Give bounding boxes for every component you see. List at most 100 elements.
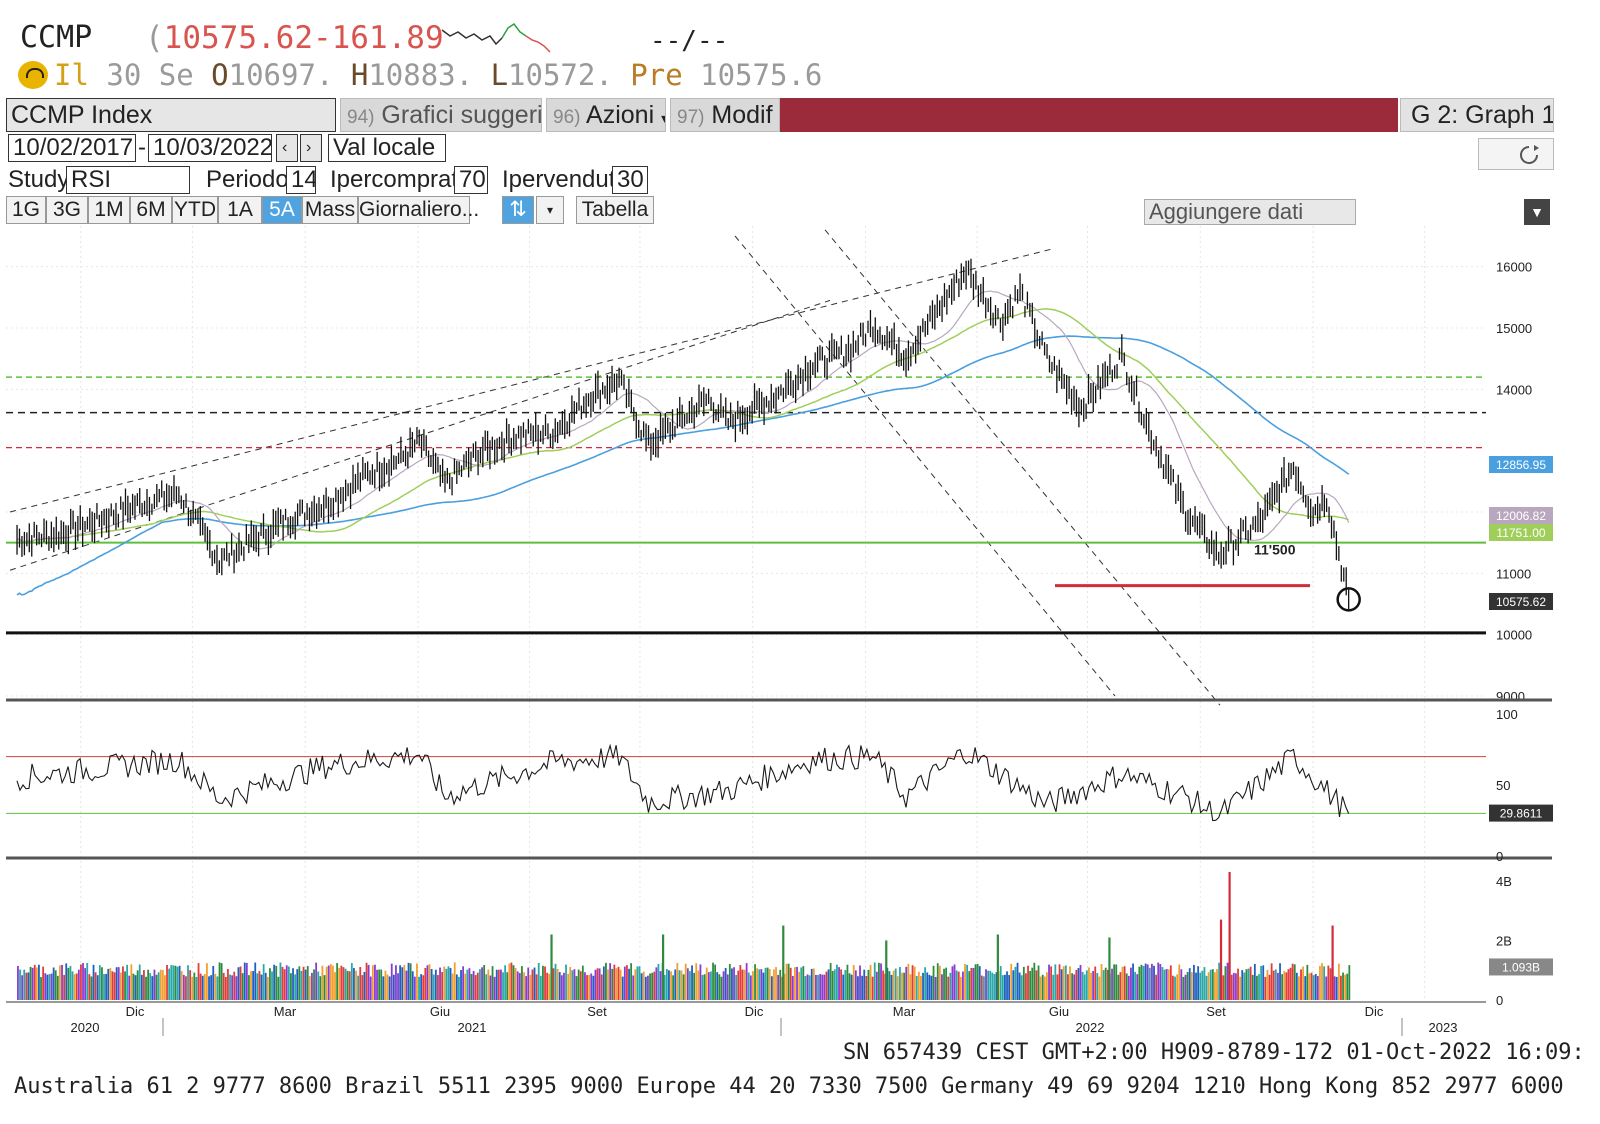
period-6m-button[interactable]: 6M xyxy=(130,196,172,224)
volume-bar xyxy=(1258,974,1260,1000)
volume-bar xyxy=(542,965,544,1000)
volume-bar xyxy=(119,972,122,1000)
period-1m-button[interactable]: 1M xyxy=(88,196,130,224)
volume-bar xyxy=(153,969,156,1000)
period-max-button[interactable]: Mass xyxy=(302,196,358,224)
price-tick-label: 9000 xyxy=(1496,689,1525,704)
volume-bar xyxy=(789,967,792,1000)
volume-bar xyxy=(67,967,70,1000)
volume-bar xyxy=(275,965,278,1000)
table-button[interactable]: Tabella xyxy=(576,196,654,224)
actions-menu[interactable]: 96) Azioni ▾ xyxy=(546,98,666,132)
add-data-input[interactable]: Aggiungere dati xyxy=(1144,199,1356,225)
chevron-down-icon: ▾ xyxy=(661,110,665,126)
volume-bar xyxy=(1102,970,1105,1000)
volume-bar xyxy=(346,970,349,1000)
frequency-select[interactable]: Giornaliero... xyxy=(358,196,479,224)
suggested-charts-button[interactable]: 94) Grafici suggeriti xyxy=(340,98,542,132)
volume-bar xyxy=(770,976,773,1000)
volume-bar xyxy=(863,969,866,1000)
volume-bar xyxy=(636,966,639,1000)
volume-bar xyxy=(756,968,759,1000)
volume-bar xyxy=(56,975,59,1000)
volume-bar xyxy=(1272,970,1275,1000)
month-label: Set xyxy=(587,1004,607,1019)
period-input[interactable]: 14 xyxy=(286,166,316,194)
volume-bar xyxy=(504,965,507,1000)
volume-bar xyxy=(573,969,576,1000)
start-date-field[interactable]: 10/02/2017 xyxy=(8,134,136,162)
chevron-left-icon[interactable]: ‹ xyxy=(276,134,298,162)
volume-bar xyxy=(630,963,633,1000)
overbought-input[interactable]: 70 xyxy=(454,166,488,194)
volume-bar xyxy=(468,968,471,1000)
start-date: 10/02/2017 xyxy=(13,134,134,161)
volume-bar xyxy=(416,963,418,1000)
volume-bar xyxy=(245,962,248,1000)
volume-bar xyxy=(54,970,57,1000)
volume-bar xyxy=(455,974,458,1000)
gauge-icon[interactable] xyxy=(18,61,48,89)
volume-bar xyxy=(203,973,206,1000)
security-field[interactable]: CCMP Index xyxy=(6,98,336,132)
oversold-input[interactable]: 30 xyxy=(612,166,648,194)
volume-bar xyxy=(821,974,824,1000)
volume-bar xyxy=(21,975,24,1000)
volume-bar xyxy=(848,973,851,1000)
volume-bar xyxy=(23,969,26,1000)
chart-type-icon[interactable]: ⇅ xyxy=(502,196,534,224)
volume-bar xyxy=(1270,963,1273,1000)
volume-spike xyxy=(1108,937,1111,1000)
volume-bar xyxy=(128,975,131,1000)
volume-bar xyxy=(714,964,717,1000)
volume-bar xyxy=(1119,972,1122,1000)
volume-bar xyxy=(1067,974,1069,1000)
study-select[interactable]: RSI xyxy=(66,166,190,194)
period-ytd-button[interactable]: YTD xyxy=(172,196,218,224)
volume-bar xyxy=(857,976,859,1000)
volume-bar xyxy=(1136,974,1139,1000)
volume-bar xyxy=(1304,976,1307,1000)
period-1g-button[interactable]: 1G xyxy=(6,196,46,224)
refresh-icon[interactable] xyxy=(1478,138,1554,170)
volume-bar xyxy=(571,970,574,1000)
volume-bar xyxy=(560,975,563,1000)
volume-bar xyxy=(670,971,672,1000)
volume-bar xyxy=(92,964,95,1000)
volume-bar xyxy=(1348,965,1351,1000)
period-5a-button[interactable]: 5A xyxy=(262,196,302,224)
trend-channel-upper xyxy=(9,247,1056,513)
volume-bar xyxy=(1071,973,1074,1000)
volume-bar xyxy=(758,969,761,1000)
period-3g-button[interactable]: 3G xyxy=(46,196,88,224)
volume-bar xyxy=(1077,968,1080,1000)
period-1a-button[interactable]: 1A xyxy=(218,196,262,224)
volume-bar xyxy=(109,968,112,1000)
edit-menu[interactable]: 97) Modif ▾ xyxy=(670,98,780,132)
chevron-down-icon[interactable]: ▼ xyxy=(1524,199,1550,225)
volume-bar xyxy=(598,968,601,1000)
volume-bar xyxy=(321,965,324,1000)
end-date-field[interactable]: 10/03/2022 xyxy=(148,134,272,162)
volume-bar xyxy=(409,963,412,1000)
volume-bar xyxy=(760,969,763,1000)
volume-bar xyxy=(80,964,82,1000)
volume-bar xyxy=(313,969,315,1000)
volume-bar xyxy=(552,968,555,1000)
volume-tick-label: 2B xyxy=(1496,933,1512,948)
volume-bar xyxy=(586,975,588,1000)
chevron-right-icon[interactable]: › xyxy=(300,134,322,162)
currency-select[interactable]: Val locale xyxy=(328,134,446,162)
volume-bar xyxy=(1195,972,1197,1000)
volume-bar xyxy=(27,972,30,1000)
volume-bar xyxy=(172,965,175,1000)
volume-bar xyxy=(523,972,525,1000)
value-tag xyxy=(1489,593,1553,610)
chevron-down-icon[interactable]: ▾ xyxy=(536,196,564,224)
volume-bar xyxy=(315,962,318,1000)
volume-bar xyxy=(917,971,920,1000)
volume-bar xyxy=(424,967,427,1000)
volume-bar xyxy=(1214,972,1216,1000)
volume-bar xyxy=(1115,964,1118,1000)
volume-bar xyxy=(915,975,918,1000)
